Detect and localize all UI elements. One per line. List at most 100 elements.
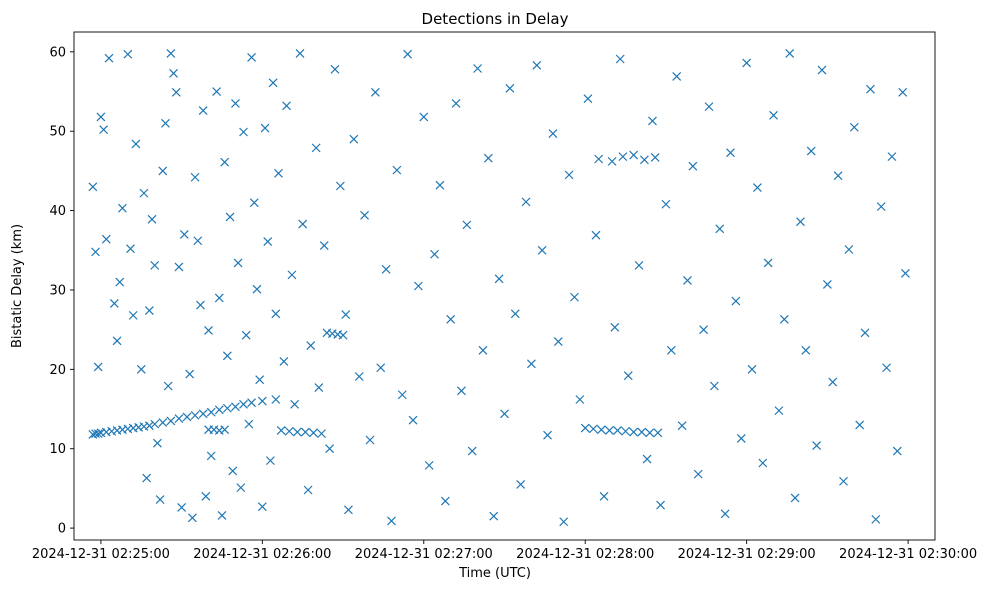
data-point [653,428,663,438]
data-point [683,276,692,285]
data-point [222,403,232,413]
data-point [123,49,133,59]
data-point [96,112,106,122]
data-point [341,310,351,319]
data-point [349,134,359,144]
data-point [319,241,329,250]
data-point [599,491,609,501]
data-point [570,292,579,302]
data-point [115,277,125,287]
x-tick-label: 2024-12-31 02:26:00 [193,547,331,562]
data-point [871,514,881,524]
data-point [335,181,345,191]
data-point [241,330,251,340]
data-point [435,180,445,190]
data-point [166,49,176,58]
data-point [231,99,240,108]
y-tick-label: 60 [49,45,66,60]
data-point [623,371,633,381]
data-point [796,217,805,227]
data-point [618,152,628,162]
y-tick-label: 50 [49,125,66,140]
data-point [583,94,593,104]
x-tick-label: 2024-12-31 02:25:00 [32,547,170,562]
data-point [190,410,200,420]
data-point [257,396,267,406]
data-point [645,428,655,438]
data-point [303,485,313,495]
x-axis-ticks: 2024-12-31 02:25:00 2024-12-31 02:26:00 20… [32,540,977,562]
data-point [774,406,784,416]
data-point [91,247,100,257]
y-tick-label: 0 [58,522,66,537]
data-point [806,146,816,156]
x-tick-label: 2024-12-31 02:29:00 [678,547,816,562]
data-point [150,260,160,270]
data-point [637,427,647,437]
data-point [338,330,348,340]
data-point [742,58,752,68]
data-point [292,427,302,437]
data-point [300,427,310,437]
data-point [575,395,585,404]
data-point [591,230,601,240]
data-point [596,425,606,435]
data-point [279,356,289,366]
data-point [118,203,127,213]
data-point [849,122,859,132]
data-point [93,429,103,439]
data-point [462,220,472,230]
data-point [222,351,232,361]
data-point [720,509,730,519]
data-point [752,183,762,192]
data-point [672,72,682,81]
data-point [790,493,800,503]
data-point [526,359,536,369]
y-tick-label: 40 [49,204,66,219]
data-point [639,155,649,165]
data-point [249,198,259,208]
data-point [392,165,402,175]
data-point [605,426,614,435]
data-point [543,430,552,440]
x-tick-label: 2024-12-31 02:28:00 [516,547,654,562]
data-point [898,87,908,97]
data-point [629,150,639,160]
data-point [731,296,741,306]
data-point [309,428,318,438]
data-point [785,49,795,58]
data-point [397,390,407,400]
data-point [413,281,423,291]
data-point [150,419,160,429]
data-point [500,409,509,419]
data-point [532,60,542,70]
data-point [516,480,526,489]
data-point [142,473,152,483]
data-point [169,68,178,78]
data-point [900,268,910,278]
data-point [467,446,477,456]
data-point [193,236,203,246]
data-point [370,87,380,97]
data-point [174,414,184,423]
data-point [214,405,224,415]
data-point [179,229,189,239]
data-point [206,451,216,461]
data-point [239,399,248,409]
data-point [715,224,725,234]
data-point [699,325,709,335]
data-point [559,517,569,527]
data-point [212,87,222,96]
y-tick-label: 10 [49,442,66,457]
data-point [185,369,195,379]
data-point [354,372,364,381]
data-point [198,409,208,419]
data-point [666,345,676,355]
data-point [440,496,450,506]
data-point [736,433,746,443]
data-point [236,483,246,493]
data-point [451,99,461,108]
data-point [594,154,604,164]
data-point [306,341,316,350]
